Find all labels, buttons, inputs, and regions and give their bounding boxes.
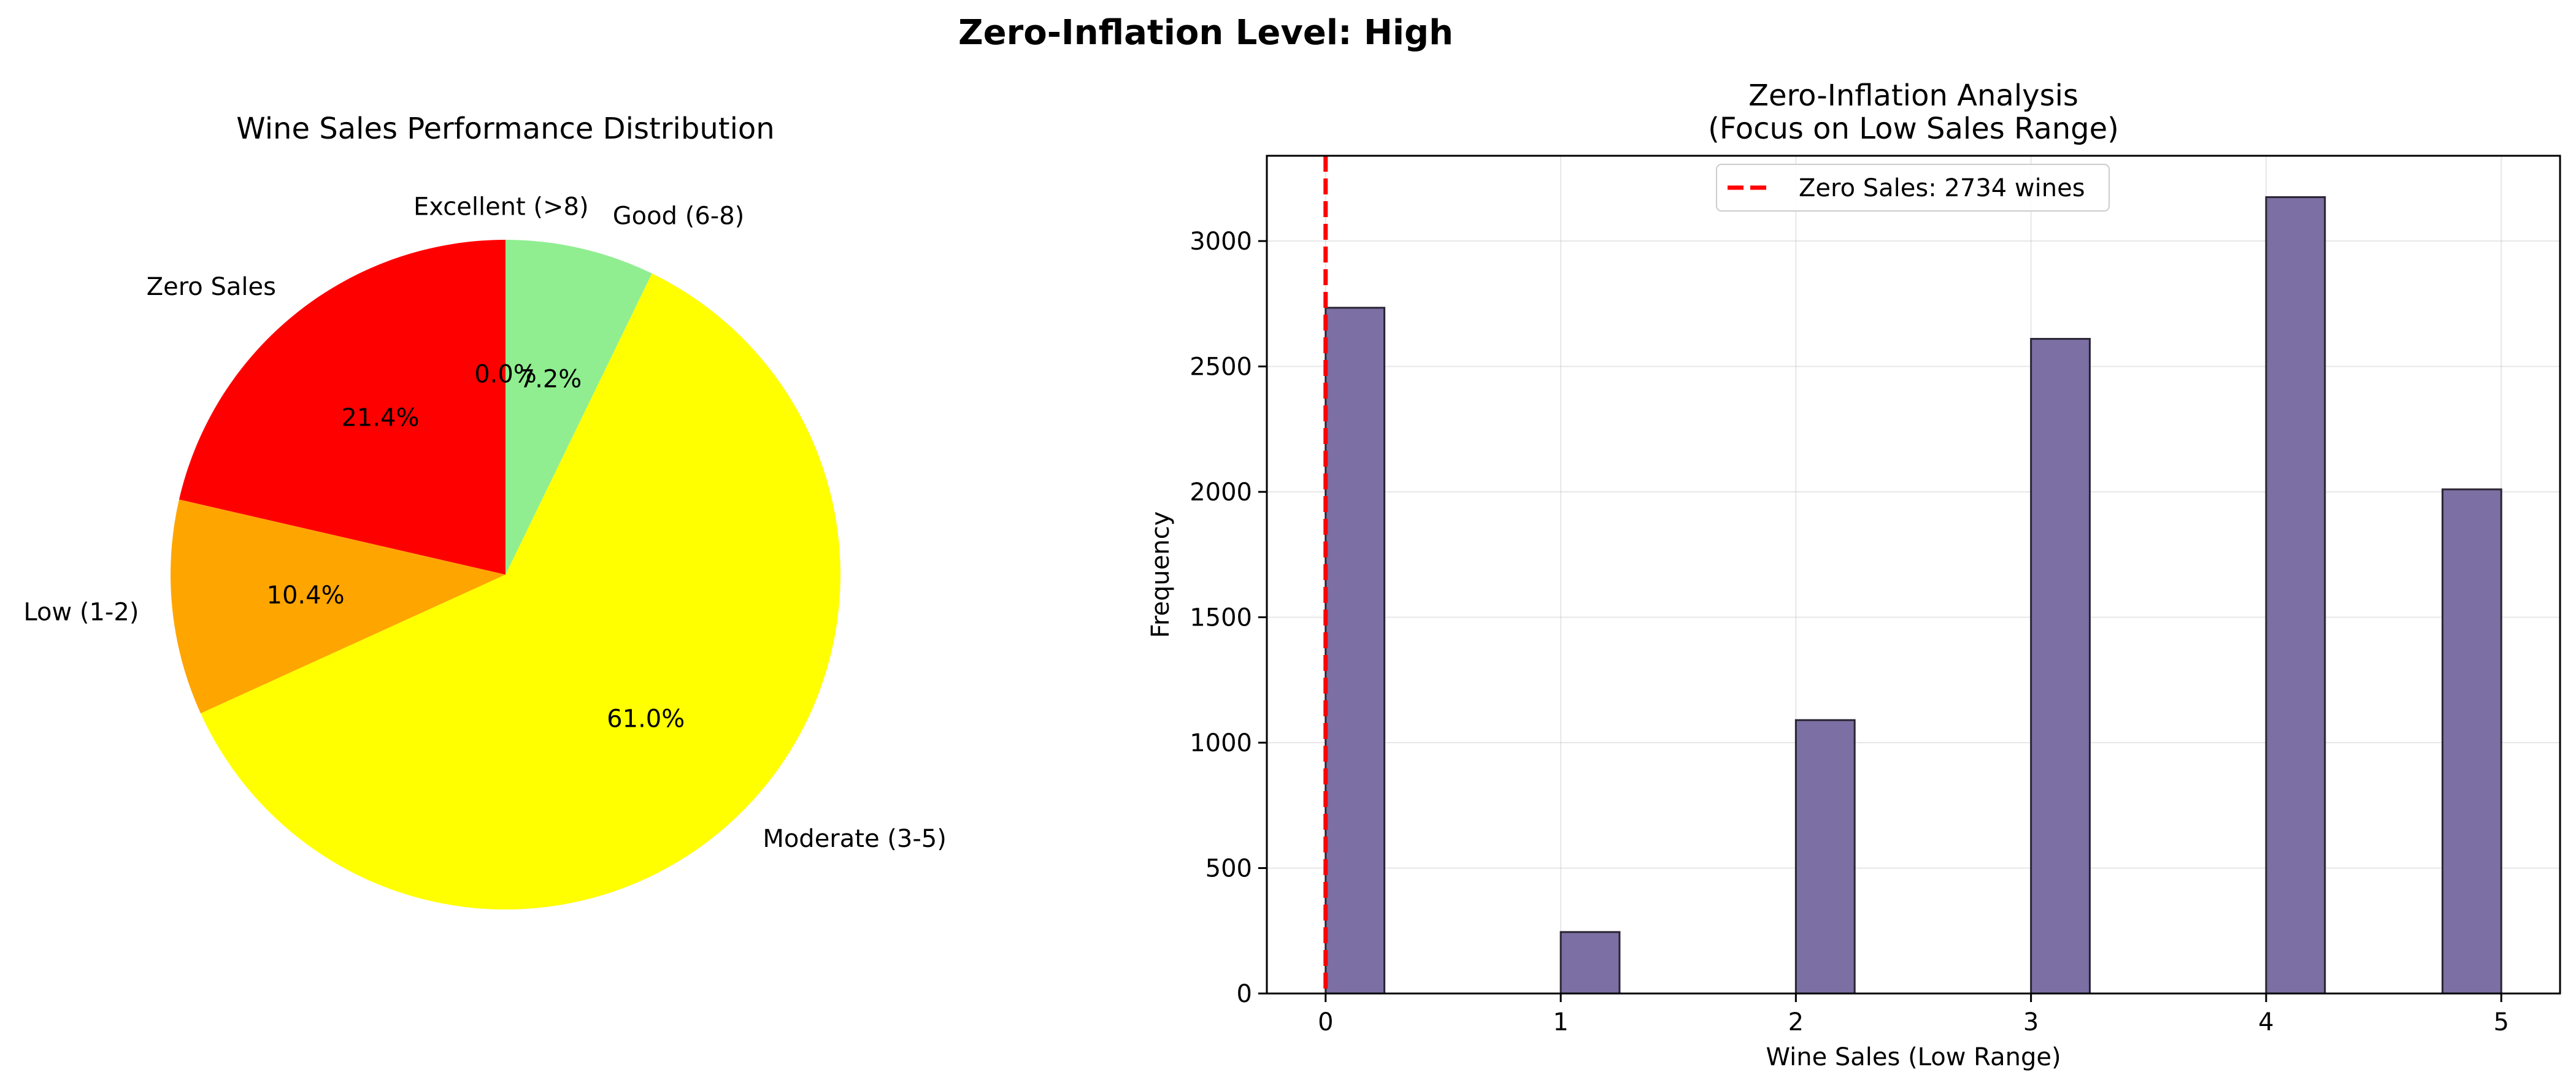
pie-percent-label: 0.0% bbox=[474, 360, 537, 388]
histogram-bar bbox=[2441, 488, 2502, 995]
x-tick-label: 3 bbox=[2023, 1008, 2039, 1036]
x-tick-label: 5 bbox=[2493, 1008, 2509, 1036]
y-tick-label: 2000 bbox=[1190, 478, 1252, 507]
x-tick-label: 0 bbox=[1318, 1008, 1333, 1036]
pie-category-label: Excellent (>8) bbox=[413, 193, 589, 221]
y-tick-label: 3000 bbox=[1190, 228, 1252, 256]
histogram-subtitle: (Focus on Low Sales Range) bbox=[1708, 112, 2119, 146]
pie-percent-label: 21.4% bbox=[341, 404, 419, 432]
histogram-bar bbox=[1325, 307, 1386, 995]
pie-chart: Wine Sales Performance Distribution 21.4%… bbox=[23, 112, 947, 909]
histogram-bar bbox=[2265, 196, 2326, 995]
y-axis-label: Frequency bbox=[1147, 511, 1175, 638]
x-tick-label: 1 bbox=[1553, 1008, 1568, 1036]
y-tick-label: 1500 bbox=[1190, 604, 1252, 632]
pie-percent-label: 61.0% bbox=[607, 705, 685, 733]
histogram-title: Zero-Inflation Analysis bbox=[1748, 78, 2078, 113]
figure-suptitle: Zero-Inflation Level: High bbox=[958, 13, 1453, 53]
x-tick-label: 4 bbox=[2258, 1008, 2274, 1036]
pie-category-label: Good (6-8) bbox=[613, 202, 745, 231]
legend-box bbox=[1716, 164, 2110, 212]
pie-slice bbox=[506, 240, 652, 575]
histogram-bar bbox=[2030, 338, 2091, 995]
pie-title: Wine Sales Performance Distribution bbox=[236, 112, 774, 146]
histogram-chart: Zero-Inflation Analysis(Focus on Low Sal… bbox=[1147, 78, 2561, 1071]
y-tick-label: 2500 bbox=[1190, 353, 1252, 381]
pie-percent-label: 7.2% bbox=[520, 366, 582, 394]
pie-percent-label: 10.4% bbox=[267, 581, 345, 610]
x-axis-label: Wine Sales (Low Range) bbox=[1766, 1043, 2061, 1071]
y-tick-label: 500 bbox=[1205, 855, 1252, 883]
pie-category-label: Moderate (3-5) bbox=[763, 825, 947, 853]
pie-slice bbox=[201, 273, 840, 909]
plot-frame bbox=[1266, 155, 2561, 995]
pie-slice bbox=[170, 499, 506, 714]
y-tick-label: 1000 bbox=[1190, 729, 1252, 757]
pie-category-label: Low (1-2) bbox=[23, 598, 139, 626]
pie-slice bbox=[179, 240, 506, 575]
pie-category-label: Zero Sales bbox=[147, 273, 276, 301]
legend: Zero Sales: 2734 wines bbox=[1716, 164, 2110, 212]
x-tick-label: 2 bbox=[1788, 1008, 1804, 1036]
legend-label: Zero Sales: 2734 wines bbox=[1799, 174, 2085, 202]
histogram-bar bbox=[1559, 931, 1621, 995]
histogram-bar bbox=[1794, 719, 1856, 995]
y-tick-label: 0 bbox=[1237, 980, 1252, 1008]
